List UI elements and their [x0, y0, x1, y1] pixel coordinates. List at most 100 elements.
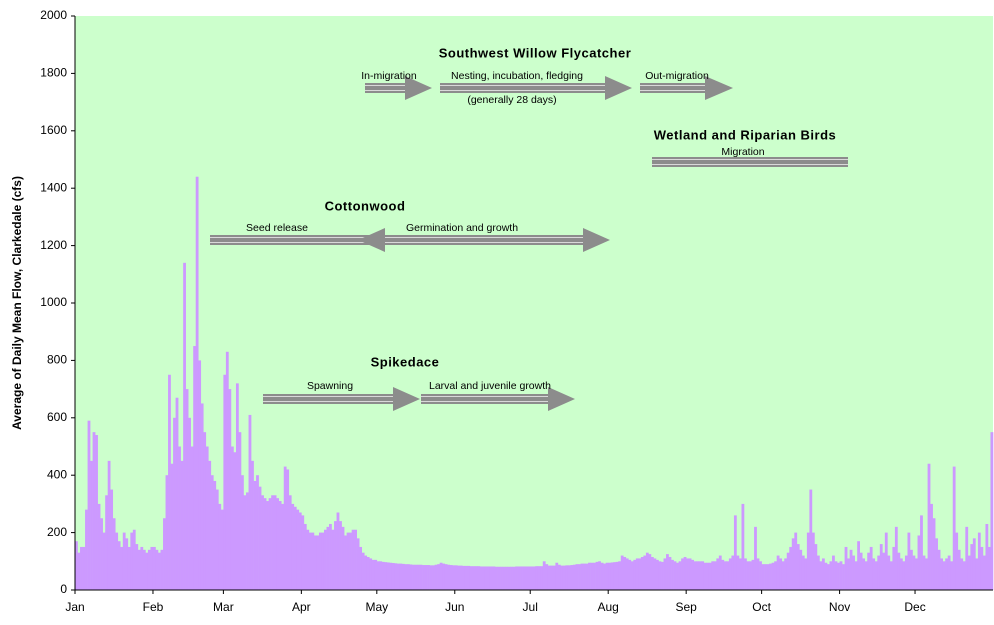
bar	[359, 546, 363, 590]
bar	[809, 489, 813, 590]
bar	[580, 563, 584, 590]
bar	[140, 546, 144, 590]
bar	[756, 558, 760, 590]
bar	[945, 558, 949, 590]
bar	[887, 555, 891, 590]
bar	[193, 346, 197, 590]
bar	[570, 565, 574, 590]
bar	[645, 552, 649, 590]
bar	[515, 566, 518, 590]
bar	[925, 558, 928, 590]
bar	[655, 559, 659, 590]
y-tick-label: 600	[47, 410, 67, 424]
bar	[623, 556, 627, 590]
x-tick-label: Jun	[445, 600, 464, 614]
bar	[726, 561, 730, 590]
bar	[678, 561, 682, 590]
bar	[115, 532, 119, 590]
bar	[240, 475, 244, 590]
bar	[77, 552, 81, 590]
bar	[542, 561, 546, 590]
bar	[200, 403, 204, 590]
y-tick-label: 2000	[40, 8, 67, 22]
bar	[75, 541, 78, 590]
bar	[640, 556, 644, 590]
bar	[178, 446, 181, 590]
bar	[235, 383, 239, 590]
annotation-label: (generally 28 days)	[467, 94, 556, 106]
bar	[852, 555, 855, 590]
x-tick-label: Jul	[523, 600, 538, 614]
bar	[316, 535, 320, 590]
y-tick-label: 1600	[40, 123, 67, 137]
bar	[278, 501, 282, 590]
bar	[341, 526, 345, 590]
bar	[892, 546, 896, 590]
arrow-shaft	[640, 83, 705, 93]
bar	[965, 526, 969, 590]
bar	[142, 549, 146, 590]
bar	[552, 565, 556, 590]
bar	[950, 561, 954, 590]
bar	[391, 563, 395, 590]
bar	[706, 562, 710, 590]
bar	[427, 565, 430, 590]
bar	[799, 549, 803, 590]
bar	[947, 555, 951, 590]
bar	[210, 475, 214, 590]
bar	[897, 552, 901, 590]
bar	[713, 561, 717, 590]
bar	[283, 466, 287, 590]
bar	[354, 529, 357, 590]
bar	[889, 561, 893, 590]
bar	[331, 529, 335, 590]
x-tick-label: Jan	[65, 600, 84, 614]
arrow-head	[548, 387, 575, 411]
bar	[648, 554, 652, 590]
bar	[796, 544, 800, 590]
bar	[364, 555, 368, 590]
bar	[814, 544, 818, 590]
bar	[572, 564, 576, 590]
bar	[560, 565, 564, 590]
bar	[107, 460, 111, 590]
arrow-shaft	[365, 83, 405, 93]
bar	[854, 561, 858, 590]
arrow-shaft	[440, 83, 605, 93]
bar	[975, 558, 979, 590]
annotation-label: Larval and juvenile growth	[429, 380, 551, 392]
bar	[512, 566, 516, 590]
arrows	[210, 76, 848, 411]
bar	[970, 544, 974, 590]
bar	[157, 552, 161, 590]
bar	[661, 561, 664, 590]
bar	[545, 564, 549, 590]
bar	[110, 489, 114, 590]
bar	[82, 546, 86, 590]
bar	[779, 558, 783, 590]
bar	[595, 561, 599, 590]
bar	[291, 503, 295, 590]
bar	[329, 523, 332, 590]
bar	[872, 558, 876, 590]
bar	[557, 564, 561, 590]
bar	[904, 555, 908, 590]
bar	[766, 564, 770, 590]
bar	[532, 566, 536, 590]
bar	[434, 564, 438, 590]
bar	[567, 565, 571, 590]
bar	[769, 563, 772, 590]
bar	[638, 558, 642, 590]
bar	[195, 176, 199, 590]
bar	[733, 515, 737, 590]
bar	[213, 480, 217, 590]
bar	[731, 555, 735, 590]
bar	[663, 558, 667, 590]
x-tick-label: Oct	[752, 600, 771, 614]
bar	[764, 564, 767, 590]
bar	[246, 492, 249, 590]
bar	[759, 561, 762, 590]
bar	[261, 495, 264, 590]
bar	[902, 561, 906, 590]
annotation-label: In-migration	[361, 70, 417, 82]
